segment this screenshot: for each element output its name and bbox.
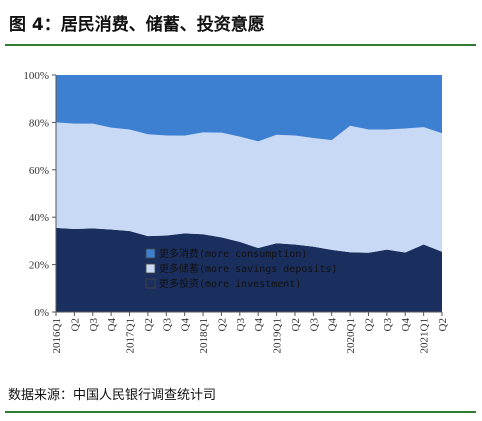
x-tick-label: Q4 — [106, 318, 118, 332]
footer-rule — [5, 411, 476, 413]
x-tick-label: Q4 — [253, 318, 265, 332]
area-series-2 — [56, 75, 442, 142]
x-tick-label: Q3 — [161, 318, 173, 332]
x-tick-label: Q3 — [235, 318, 247, 332]
y-tick-label: 20% — [29, 260, 49, 272]
x-tick-label: 2018Q1 — [198, 318, 210, 353]
x-tick-label: Q3 — [88, 318, 100, 332]
source-note: 数据来源：中国人民银行调查统计司 — [8, 388, 217, 403]
y-tick-label: 60% — [29, 165, 49, 177]
stacked-area-chart: 0% 20% 40% 60% 80% 100% 2016Q1 Q2 Q3 Q4 2017Q1 Q2 Q3… — [23, 70, 449, 353]
y-tick-label: 0% — [34, 307, 49, 319]
y-tick-label: 100% — [23, 70, 49, 82]
legend-swatch — [145, 278, 156, 289]
x-tick-label: 2020Q1 — [345, 318, 357, 353]
x-tick-label: Q2 — [290, 318, 302, 331]
x-tick-label: 2016Q1 — [51, 318, 63, 353]
legend-label: 更多投资(more investment) — [159, 277, 301, 290]
x-tick-label: 2021Q1 — [419, 318, 431, 353]
legend-label: 更多储蓄(more savings deposits) — [159, 262, 337, 275]
x-tick-label: 2017Q1 — [125, 318, 137, 353]
area-layer — [56, 75, 442, 312]
x-tick-label: Q4 — [180, 318, 192, 332]
x-tick-label: Q4 — [327, 318, 339, 332]
x-tick-label: 2019Q1 — [272, 318, 284, 353]
x-tick-label: Q2 — [143, 318, 155, 331]
chart-title: 图 4：居民消费、储蓄、投资意愿 — [9, 15, 265, 35]
legend-swatch — [145, 263, 156, 274]
legend-label: 更多消费(more consumption) — [159, 247, 307, 260]
x-tick-label: Q2 — [216, 318, 228, 331]
y-tick-label: 80% — [29, 117, 49, 129]
y-tick-label: 40% — [29, 212, 49, 224]
title-rule — [5, 44, 476, 46]
x-tick-label: Q2 — [363, 318, 375, 331]
x-tick-label: Q3 — [382, 318, 394, 332]
x-tick-label: Q2 — [69, 318, 81, 331]
legend: 更多消费(more consumption) 更多储蓄(more savings … — [145, 247, 337, 290]
axes-layer: 0% 20% 40% 60% 80% 100% 2016Q1 Q2 Q3 Q4 2017Q1 Q2 Q3… — [23, 70, 449, 353]
legend-swatch — [145, 248, 156, 259]
x-tick-label: Q3 — [308, 318, 320, 332]
area-series-1 — [56, 122, 442, 253]
x-tick-label: Q4 — [400, 318, 412, 332]
x-tick-label: Q2 — [437, 318, 449, 331]
